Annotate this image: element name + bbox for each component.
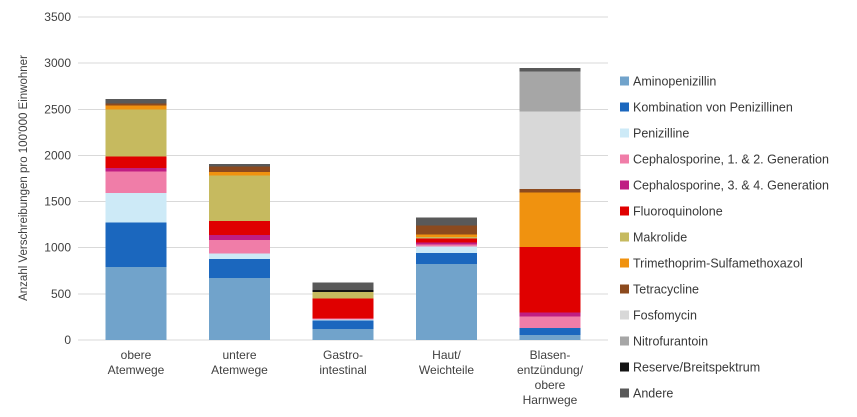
y-tick-label: 0 [64, 333, 71, 347]
legend-label: Trimethoprim-Sulfamethoxazol [633, 257, 803, 271]
y-tick-label: 2000 [44, 148, 71, 162]
legend-label: Andere [633, 387, 673, 401]
legend-swatch [620, 180, 629, 190]
bar-segment [105, 99, 167, 104]
bar-segment [416, 263, 477, 340]
bar-segment [519, 316, 581, 329]
legend-swatch [620, 128, 629, 138]
bar-segment [416, 225, 477, 235]
legend-label: Kombination von Penizillinen [633, 101, 793, 115]
bar-segment [519, 71, 581, 112]
bar-segment [519, 192, 581, 247]
bar-segment [105, 103, 167, 106]
x-category-label: Haut/Weichteile [419, 348, 474, 377]
bar-segment [105, 167, 167, 172]
legend-label: Nitrofurantoin [633, 335, 708, 349]
bar-segment [209, 253, 270, 259]
bar-segment [519, 328, 581, 335]
bar-segment [416, 237, 477, 239]
legend-swatch [620, 206, 629, 216]
legend-swatch [620, 102, 629, 112]
bar-segment [312, 319, 374, 321]
legend-swatch [620, 76, 629, 86]
legend-swatch [620, 362, 629, 372]
legend-swatch [620, 310, 629, 320]
bar-segment [312, 298, 374, 319]
bar-segment [209, 234, 270, 240]
bar-segment [312, 320, 374, 329]
bar-segment [519, 334, 581, 340]
y-tick-label: 3500 [44, 10, 71, 24]
y-tick-label: 3000 [44, 56, 71, 70]
bar-segment [312, 318, 374, 320]
legend-label: Cephalosporine, 3. & 4. Generation [633, 179, 829, 193]
bar-segment [519, 67, 581, 72]
bar-segment [312, 328, 374, 340]
legend-label: Penizilline [633, 127, 689, 141]
bar-segment [209, 172, 270, 176]
x-category-label: Blasen-entzündung/obere Harnwege [517, 348, 584, 407]
y-tick-label: 500 [51, 287, 71, 301]
legend-swatch [620, 388, 629, 398]
bar-segment [416, 246, 477, 253]
legend-label: Fluoroquinolone [633, 205, 723, 219]
bar-segment [209, 220, 270, 235]
bar-segment [312, 290, 374, 293]
bar-segment [105, 171, 167, 193]
bar-segment [416, 252, 477, 264]
bar-segment [209, 164, 270, 167]
bar-segment [416, 244, 477, 247]
bar-segment [312, 292, 374, 299]
legend-swatch [620, 336, 629, 346]
y-axis-title: Anzahl Verschreibungen pro 100'000 Einwo… [18, 55, 30, 301]
bar-segment [312, 282, 374, 291]
bar-segment [105, 267, 167, 340]
y-tick-label: 2500 [44, 102, 71, 116]
legend-label: Cephalosporine, 1. & 2. Generation [633, 153, 829, 167]
x-category-label: Gastro-intestinal [319, 348, 366, 377]
bar-segment [416, 217, 477, 226]
legend-label: Reserve/Breitspektrum [633, 361, 760, 375]
bar-segment [416, 242, 477, 245]
x-category-label: obere Atemwege [108, 348, 165, 377]
bar-segment [105, 222, 167, 268]
bar-segment [209, 175, 270, 221]
bar-segment [519, 312, 581, 317]
legend-label: Fosfomycin [633, 309, 697, 323]
y-tick-label: 1000 [44, 241, 71, 255]
legend-swatch [620, 284, 629, 294]
legend-label: Makrolide [633, 231, 687, 245]
bar-segment [209, 258, 270, 279]
bar-segment [105, 105, 167, 110]
bar-segment [416, 238, 477, 243]
bar-segment [519, 189, 581, 193]
bar-segment [519, 246, 581, 313]
bar-segment [209, 166, 270, 173]
bar-segment [105, 192, 167, 223]
legend-swatch [620, 258, 629, 268]
bar-segment [209, 278, 270, 340]
legend-label: Tetracycline [633, 283, 699, 297]
bar-segment [519, 111, 581, 190]
x-category-label: untere Atemwege [211, 348, 268, 377]
bar-segment [416, 234, 477, 238]
bar-segment [105, 156, 167, 168]
y-tick-label: 1500 [44, 195, 71, 209]
legend-swatch [620, 154, 629, 164]
legend-label: Aminopenizillin [633, 75, 716, 89]
bar-segment [105, 109, 167, 157]
legend-swatch [620, 232, 629, 242]
bar-segment [209, 239, 270, 254]
